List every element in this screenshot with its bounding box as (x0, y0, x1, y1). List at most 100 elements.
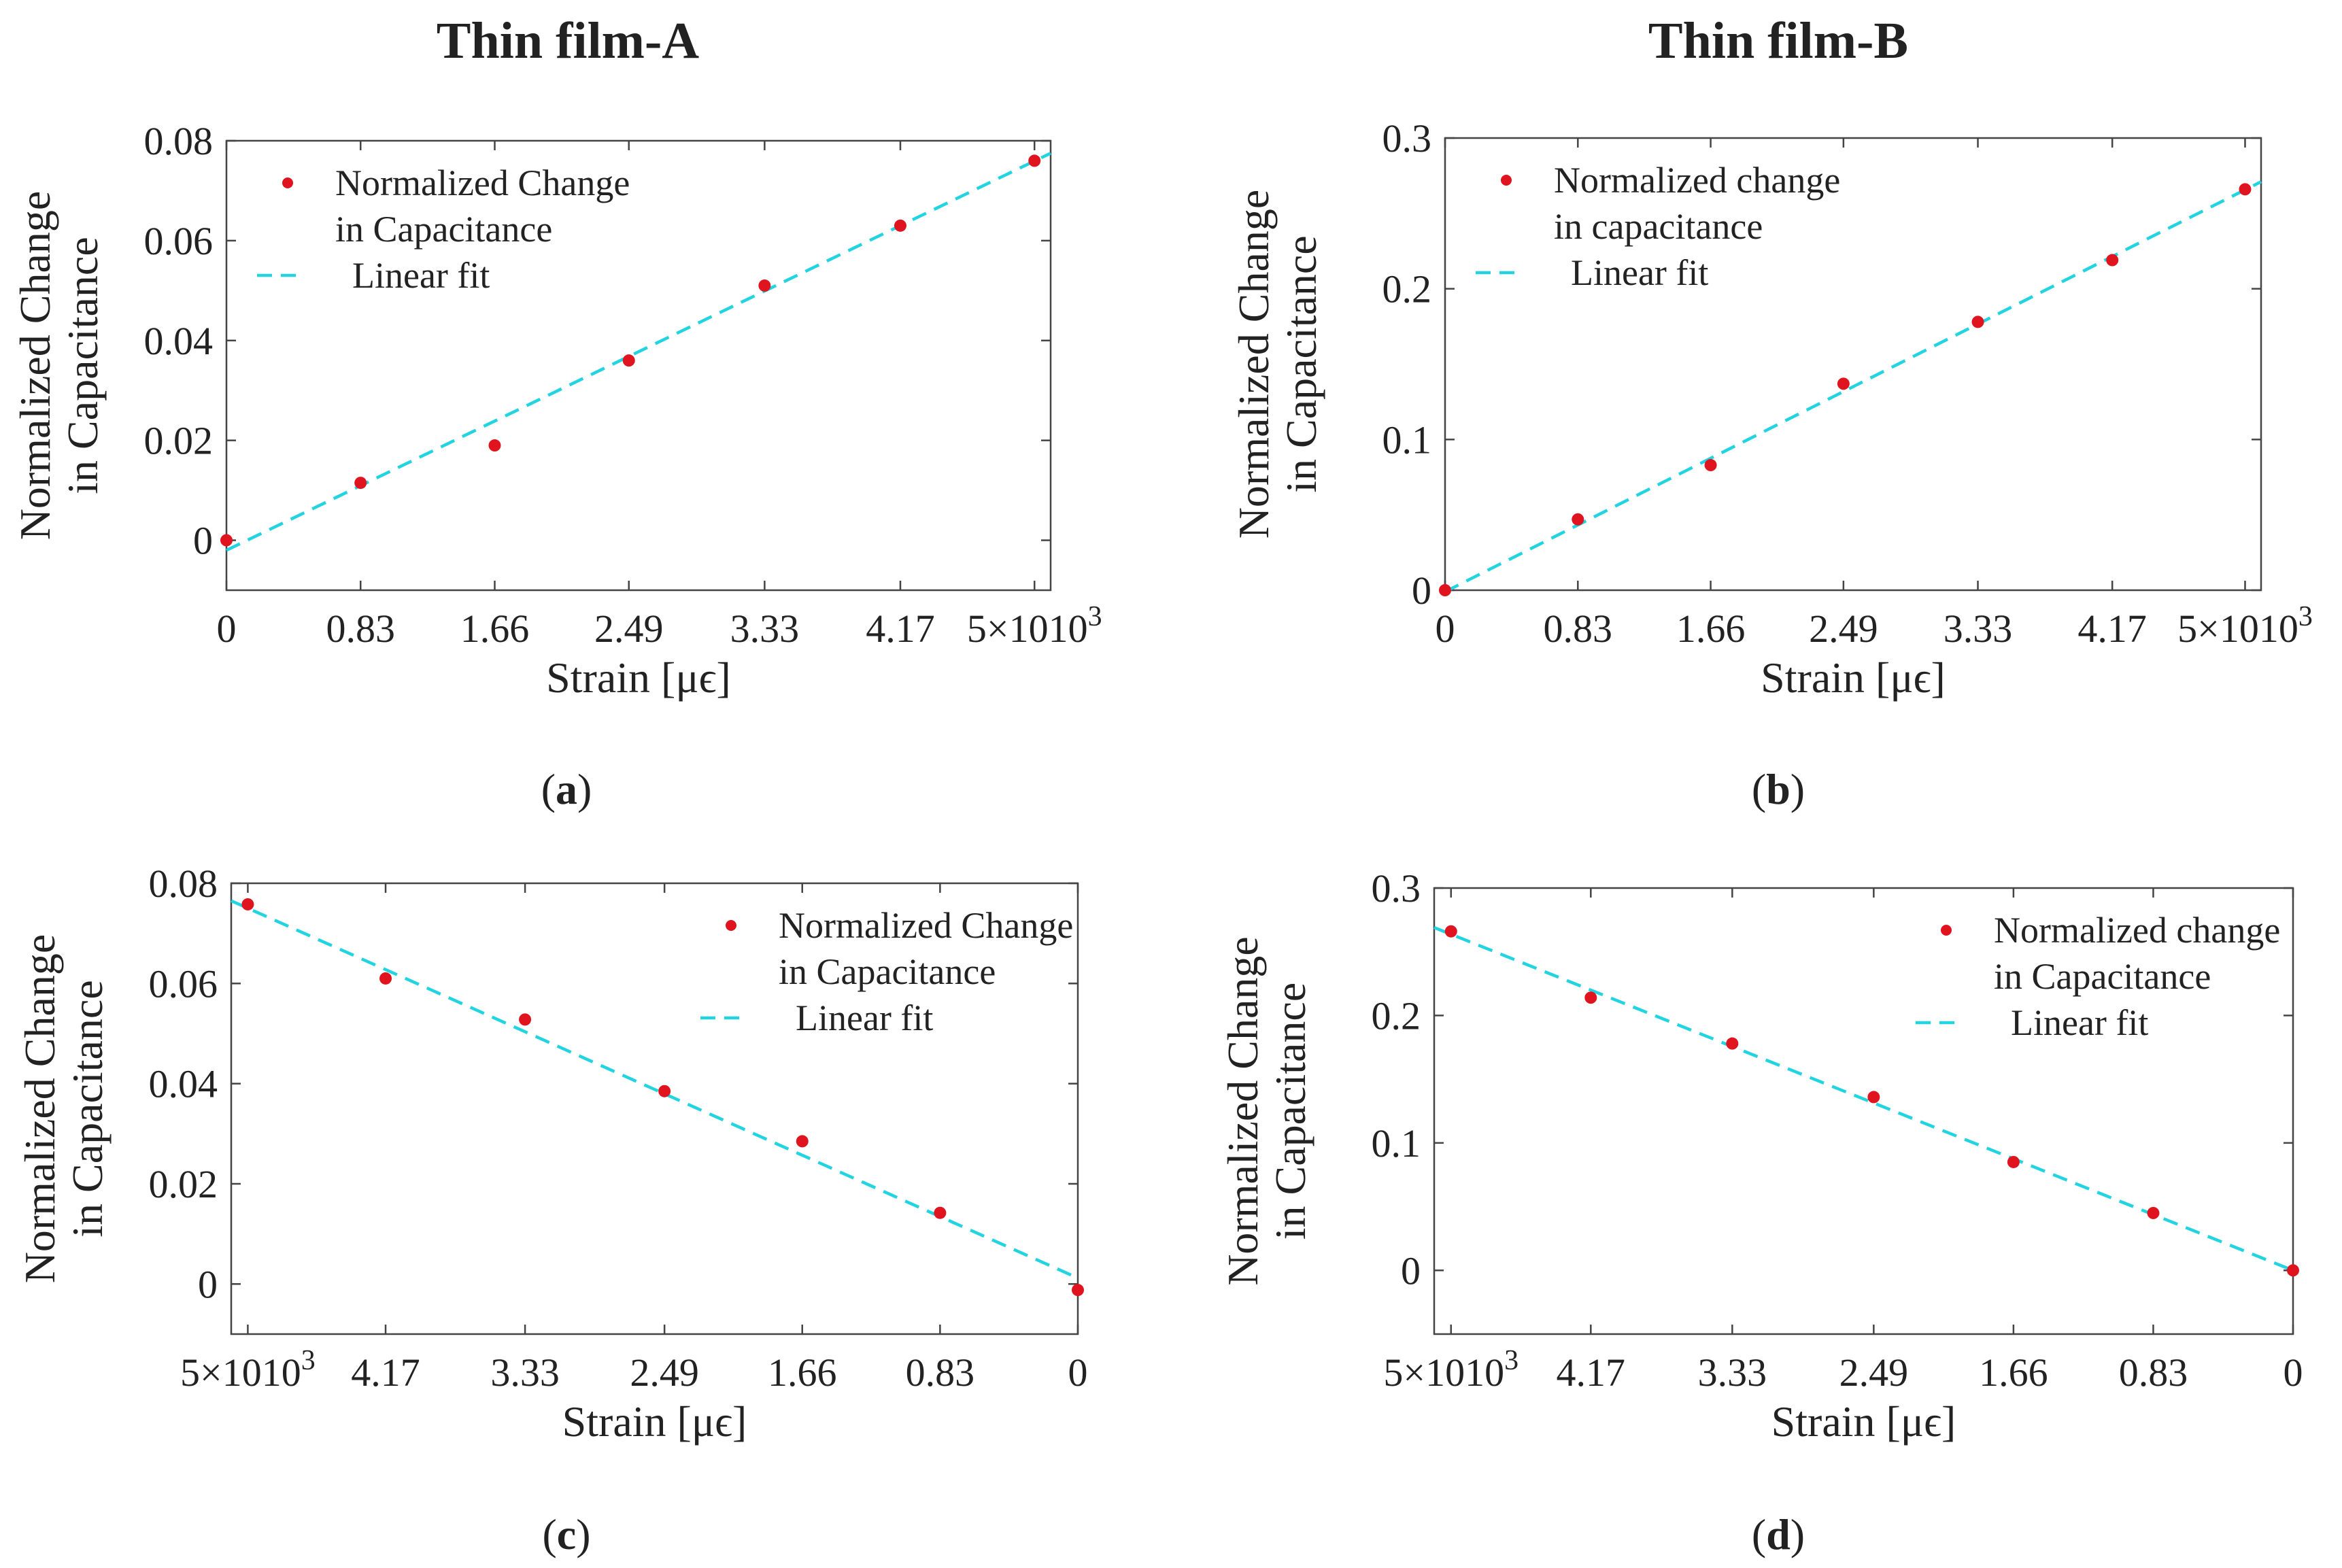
panel-d-x-tick-label: 3.33 (1698, 1350, 1767, 1395)
panel-a-data-point (894, 219, 906, 232)
panel-a-data-point (220, 534, 233, 547)
panel-a-y-tick-label: 0 (193, 519, 213, 563)
panel-d-y-tick-label: 0.1 (1372, 1121, 1421, 1165)
panel-a-legend: Normalized Change in Capacitance Linear fi… (257, 163, 630, 296)
panel-c-x-tick-label: 4.17 (351, 1350, 420, 1395)
panel-c-y-axis-label: Normalized Changein Capacitance (16, 934, 112, 1284)
panel-b-x-tick-label: 5×10103 (2177, 601, 2313, 651)
panel-b-caption: (b) (1752, 765, 1805, 813)
panel-d-x-tick-label: 0.83 (2119, 1350, 2188, 1395)
panel-b-legend: Normalized change in capacitance Linear fi… (1476, 160, 1840, 293)
panel-b-x-axis-label: Strain [μϵ] (1761, 653, 1946, 702)
panel-c-y-tick-label: 0 (198, 1262, 218, 1306)
panel-b-y-tick-label: 0.2 (1382, 267, 1432, 311)
panel-d-y-tick-label: 0 (1401, 1248, 1421, 1293)
panel-d-data-point (1584, 991, 1597, 1004)
panel-a-caption: (a) (541, 765, 592, 813)
panel-a-x-tick-label: 2.49 (594, 607, 664, 651)
panel-d-axes-frame (1433, 887, 2294, 1335)
panel-b-legend-label: Linear fit (1571, 252, 1708, 293)
panel-b-x-tick-label: 0.83 (1544, 607, 1613, 651)
panel-a-x-tick-label: 0.83 (326, 607, 395, 651)
panel-c: 0 0.02 0.04 0.06 0.08 5×10103 4.17 3.33 2.49 1.66… (16, 862, 1088, 1558)
column-title-right: Thin film-B (1648, 12, 1908, 69)
panel-a-data-point (622, 354, 635, 367)
panel-d-x-tick-label: 5×10103 (1383, 1345, 1518, 1395)
panel-d-data-point (2147, 1206, 2160, 1219)
panel-b-x-tick-label: 0 (1436, 607, 1455, 651)
panel-b-y-tick-label: 0.3 (1382, 116, 1432, 160)
panel-b: 0 0.1 0.2 0.3 0 0.83 1.66 2.49 3.33 4.17 5×10103 St… (1229, 116, 2313, 813)
panel-d-legend: Normalized change in Capacitance Linear fi… (1916, 910, 2280, 1043)
panel-a-y-tick-label: 0.04 (144, 319, 214, 363)
panel-c-x-axis-label: Strain [μϵ] (562, 1397, 747, 1446)
panel-d-caption: (d) (1752, 1510, 1805, 1558)
panel-c-axes-frame (230, 882, 1079, 1335)
panel-d-data-point (1726, 1037, 1739, 1050)
panel-a-data-point (354, 477, 367, 490)
panel-c-legend: Normalized Change in Capacitance Linear fi… (700, 905, 1073, 1038)
panel-b-data-point (1704, 459, 1717, 472)
panel-a-legend-label: Linear fit (352, 255, 490, 296)
panel-a-x-tick-label: 5×10103 (967, 601, 1102, 651)
panel-c-legend-label: Linear fit (796, 998, 933, 1038)
panel-c-data-point (658, 1085, 671, 1097)
panel-d-x-tick-label: 0 (2284, 1350, 2303, 1395)
panel-c-x-tick-label: 5×10103 (180, 1345, 316, 1395)
panel-d-x-tick-label: 2.49 (1839, 1350, 1909, 1395)
panel-a-legend-label: Normalized Change (335, 163, 630, 203)
panel-d-data-point (1867, 1091, 1880, 1104)
panel-c-x-tick-label: 2.49 (630, 1350, 699, 1395)
panel-c-caption: (c) (542, 1510, 590, 1558)
panel-b-legend-marker (1501, 175, 1512, 186)
panel-b-legend-label: Normalized change (1554, 160, 1840, 201)
panel-a-y-axis-label: Normalized Changein Capacitance (11, 191, 107, 541)
panel-d-legend-label: in Capacitance (1994, 956, 2211, 997)
panel-d-y-tick-label: 0.2 (1372, 993, 1421, 1038)
panel-d-data-point (2007, 1155, 2020, 1168)
column-title-left: Thin film-A (437, 12, 699, 69)
panel-d-legend-marker (1941, 925, 1952, 936)
panel-b-data-point (1971, 316, 1984, 328)
panel-d-x-tick-label: 4.17 (1557, 1350, 1626, 1395)
panel-d: 0 0.1 0.2 0.3 5×10103 4.17 3.33 2.49 1.66 0.83 0 St… (1219, 866, 2303, 1558)
panel-c-legend-label: Normalized Change (779, 905, 1073, 946)
panel-b-legend-label: in capacitance (1554, 206, 1763, 247)
panel-b-x-tick-label: 2.49 (1809, 607, 1878, 651)
panel-b-axes-frame (1444, 137, 2262, 592)
panel-a-legend-marker (282, 177, 293, 188)
panel-b-y-tick-label: 0.1 (1382, 417, 1432, 462)
panel-a-x-tick-label: 1.66 (460, 607, 530, 651)
panel-d-y-tick-label: 0.3 (1372, 866, 1421, 910)
panel-a-y-tick-label: 0.02 (144, 419, 214, 463)
panel-b-data-point (1439, 584, 1451, 596)
panel-d-legend-label: Normalized change (1994, 910, 2280, 951)
panel-c-data-point (241, 898, 254, 910)
panel-c-x-tick-label: 1.66 (768, 1350, 837, 1395)
panel-c-data-point (934, 1206, 947, 1219)
panel-c-x-tick-label: 3.33 (490, 1350, 560, 1395)
panel-a-data-point (488, 439, 501, 452)
panel-c-data-point (796, 1135, 809, 1148)
panel-d-x-tick-label: 1.66 (1979, 1350, 2048, 1395)
panel-b-data-point (2239, 183, 2252, 196)
panel-a-x-tick-label: 0 (217, 607, 237, 651)
panel-c-legend-label: in Capacitance (779, 951, 996, 992)
panel-a-data-point (758, 279, 771, 292)
panel-c-y-tick-label: 0.08 (149, 862, 218, 906)
panel-b-x-tick-label: 4.17 (2077, 607, 2147, 651)
panel-b-data-point (1572, 513, 1584, 526)
panel-a-x-tick-label: 3.33 (730, 607, 800, 651)
panel-c-x-tick-label: 0.83 (906, 1350, 975, 1395)
panel-c-y-tick-label: 0.02 (149, 1162, 218, 1206)
panel-d-x-axis-label: Strain [μϵ] (1771, 1397, 1956, 1446)
panel-c-y-tick-label: 0.06 (149, 961, 218, 1006)
panel-a-legend-label: in Capacitance (335, 209, 552, 250)
panel-c-x-tick-label: 0 (1068, 1350, 1088, 1395)
panel-a-axes-frame (225, 139, 1052, 592)
panel-d-y-axis-label: Normalized Changein Capacitance (1219, 936, 1314, 1286)
panel-b-x-tick-label: 3.33 (1944, 607, 2013, 651)
panel-a-data-point (1028, 154, 1041, 167)
panel-a-x-tick-label: 4.17 (866, 607, 935, 651)
